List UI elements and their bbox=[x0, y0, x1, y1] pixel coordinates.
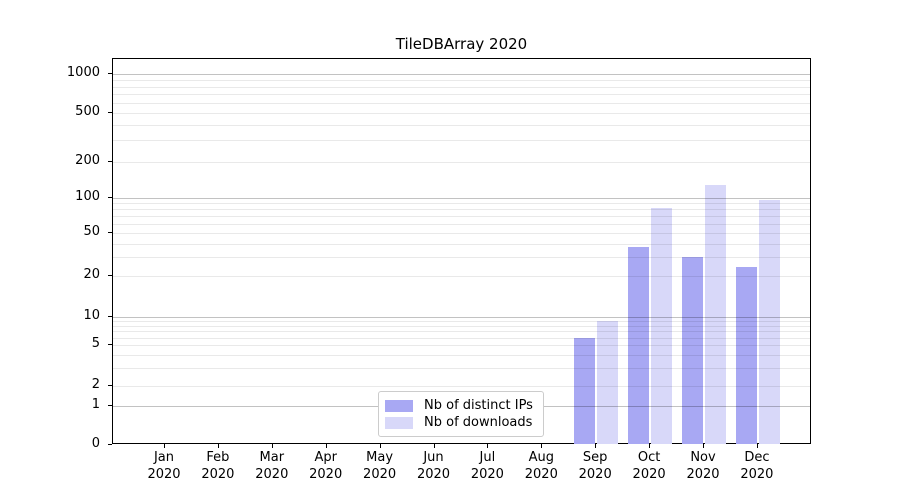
y-tick-label-50: 50 bbox=[83, 224, 100, 239]
y-tick-mark bbox=[108, 73, 112, 74]
x-tick-mark bbox=[271, 444, 273, 448]
chart-title: TileDBArray 2020 bbox=[395, 35, 528, 53]
gridline-50 bbox=[113, 233, 810, 234]
legend-row: Nb of distinct IPs bbox=[385, 398, 535, 413]
legend: Nb of distinct IPs Nb of downloads bbox=[378, 391, 544, 437]
x-tick-mark bbox=[541, 444, 543, 448]
x-tick-mark bbox=[756, 444, 758, 448]
y-tick-label-10: 10 bbox=[83, 308, 100, 323]
x-tick-label-may: May 2020 bbox=[363, 450, 397, 482]
x-tick-mark bbox=[325, 444, 327, 448]
gridline-80 bbox=[113, 208, 810, 210]
y-tick-mark bbox=[108, 344, 112, 345]
y-tick-mark bbox=[108, 275, 112, 276]
x-tick-label-jan: Jan 2020 bbox=[147, 450, 181, 482]
x-tick-label-oct: Oct 2020 bbox=[632, 450, 666, 482]
y-tick-label-500: 500 bbox=[75, 104, 100, 119]
gridline-20 bbox=[113, 276, 810, 277]
x-tick-mark bbox=[487, 444, 489, 448]
bar-ips-sep bbox=[574, 337, 596, 444]
x-tick-label-aug: Aug 2020 bbox=[524, 450, 558, 482]
gridline-500 bbox=[113, 113, 810, 114]
x-tick-mark bbox=[379, 444, 381, 448]
gridline-40 bbox=[113, 243, 810, 245]
y-tick-mark bbox=[108, 232, 112, 233]
gridline-6 bbox=[113, 337, 810, 339]
x-tick-label-jul: Jul 2020 bbox=[470, 450, 504, 482]
plot-area bbox=[112, 58, 811, 444]
gridline-9 bbox=[113, 321, 810, 323]
x-tick-label-mar: Mar 2020 bbox=[255, 450, 289, 482]
bar-downloads-dec bbox=[758, 199, 780, 444]
x-tick-label-jun: Jun 2020 bbox=[416, 450, 451, 482]
x-tick-label-apr: Apr 2020 bbox=[309, 450, 343, 482]
y-tick-mark bbox=[108, 404, 112, 406]
bar-downloads-oct bbox=[651, 207, 673, 444]
gridline-60 bbox=[113, 223, 810, 225]
legend-row: Nb of downloads bbox=[385, 415, 535, 430]
y-tick-label-2: 2 bbox=[91, 377, 100, 392]
bar-downloads-sep bbox=[597, 321, 619, 444]
gridline-4 bbox=[113, 355, 810, 356]
gridline-900 bbox=[113, 79, 810, 81]
gridline-3 bbox=[113, 367, 810, 369]
y-tick-label-0: 0 bbox=[91, 436, 100, 451]
gridline-5 bbox=[113, 345, 810, 346]
bar-ips-nov bbox=[682, 257, 703, 444]
x-tick-label-dec: Dec 2020 bbox=[740, 450, 774, 482]
x-tick-label-nov: Nov 2020 bbox=[686, 450, 720, 482]
y-tick-mark bbox=[108, 316, 112, 317]
x-tick-mark bbox=[703, 444, 704, 448]
gridline-30 bbox=[113, 257, 810, 258]
y-tick-mark bbox=[108, 385, 112, 386]
gridline-200 bbox=[113, 162, 810, 163]
gridline-8 bbox=[113, 326, 810, 327]
gridline-70 bbox=[113, 215, 810, 217]
gridline-400 bbox=[113, 124, 810, 126]
gridline-100 bbox=[113, 197, 810, 199]
x-tick-label-sep: Sep 2020 bbox=[578, 450, 612, 482]
x-tick-label-feb: Feb 2020 bbox=[201, 450, 235, 482]
y-tick-mark bbox=[108, 161, 112, 162]
gridline-2 bbox=[113, 386, 810, 387]
y-tick-label-100: 100 bbox=[75, 188, 100, 204]
y-tick-mark bbox=[108, 112, 112, 113]
gridline-7 bbox=[113, 331, 810, 333]
x-tick-mark bbox=[595, 444, 597, 448]
y-tick-mark bbox=[108, 196, 112, 198]
gridline-700 bbox=[113, 94, 810, 96]
x-tick-mark bbox=[164, 444, 165, 448]
x-tick-mark bbox=[433, 444, 435, 448]
gridline-800 bbox=[113, 86, 810, 88]
gridline-10 bbox=[113, 317, 810, 318]
bar-downloads-nov bbox=[705, 184, 726, 444]
gridline-300 bbox=[113, 140, 810, 142]
legend-swatch-ips bbox=[385, 399, 413, 412]
y-tick-label-5: 5 bbox=[91, 336, 100, 351]
gridline-600 bbox=[113, 102, 810, 104]
legend-label: Nb of downloads bbox=[424, 415, 533, 430]
y-tick-mark bbox=[108, 444, 112, 445]
y-tick-label-1: 1 bbox=[91, 396, 100, 412]
y-tick-label-1000: 1000 bbox=[66, 65, 100, 80]
y-tick-label-20: 20 bbox=[83, 267, 100, 282]
gridline-90 bbox=[113, 202, 810, 204]
x-tick-mark bbox=[649, 444, 651, 448]
legend-swatch-downloads bbox=[385, 416, 413, 429]
legend-label: Nb of distinct IPs bbox=[424, 398, 533, 413]
bar-ips-dec bbox=[735, 267, 757, 444]
y-tick-label-200: 200 bbox=[75, 153, 100, 168]
gridline-1000 bbox=[113, 74, 810, 75]
x-tick-mark bbox=[217, 444, 219, 448]
bar-ips-oct bbox=[628, 247, 650, 444]
